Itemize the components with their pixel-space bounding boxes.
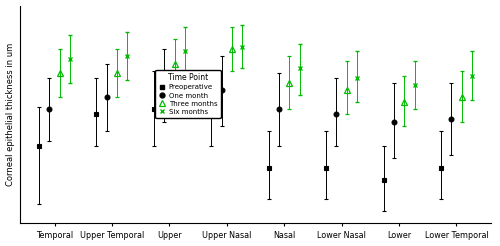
Legend: Preoperative, One month, Three months, Six months: Preoperative, One month, Three months, S… — [156, 70, 220, 118]
Y-axis label: Corneal epithelial thickness in um: Corneal epithelial thickness in um — [6, 43, 15, 186]
